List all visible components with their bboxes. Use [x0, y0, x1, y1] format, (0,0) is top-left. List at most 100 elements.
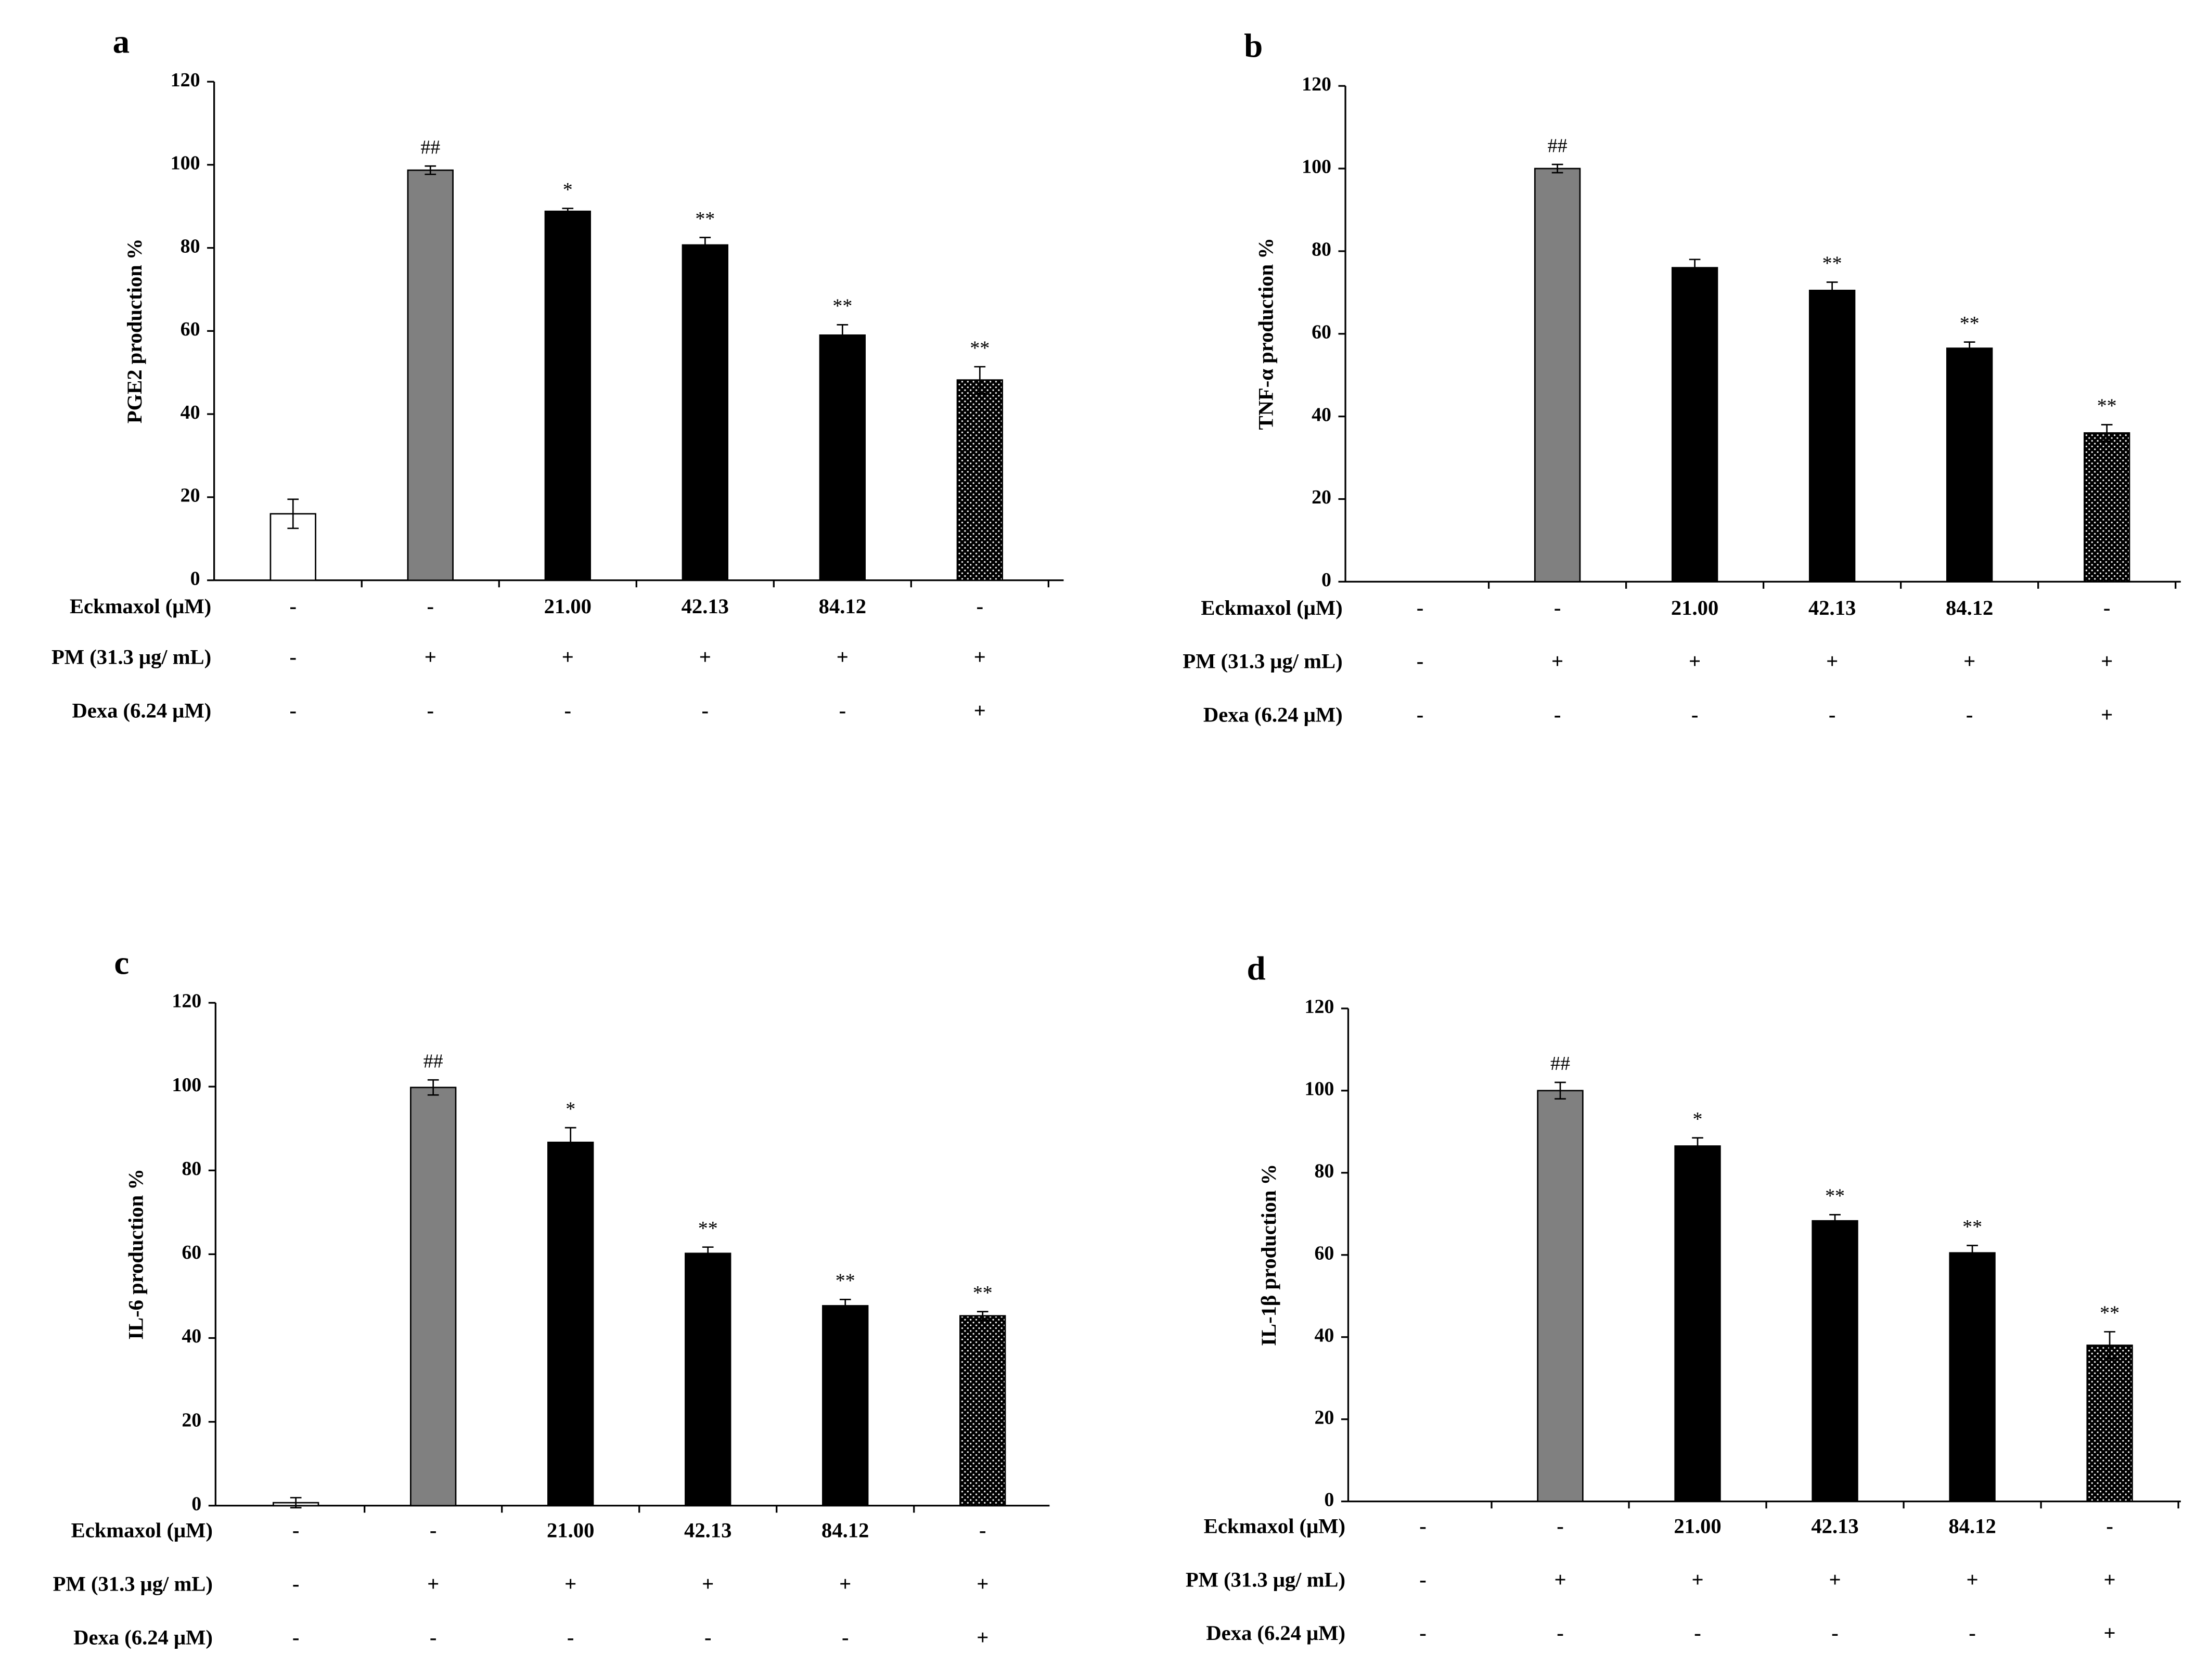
error-bar	[837, 324, 849, 346]
row-value: -	[430, 1625, 437, 1649]
row-value: -	[1966, 703, 1973, 727]
row-value: 42.13	[682, 595, 729, 618]
bar	[956, 379, 1004, 581]
significance-label: **	[1822, 253, 1842, 275]
row-value: -	[842, 1625, 849, 1649]
row-value: -	[1694, 1621, 1701, 1645]
significance-label: **	[695, 208, 715, 230]
significance-label: ##	[1548, 135, 1568, 157]
significance-label: ##	[1550, 1053, 1570, 1075]
y-tick-label: 120	[172, 990, 201, 1012]
y-tick-label: 20	[1314, 1406, 1334, 1428]
y-tick-label: 20	[1312, 486, 1331, 508]
error-bar	[1829, 1213, 1841, 1228]
error-bar	[1967, 1245, 1978, 1261]
row-value: -	[1969, 1621, 1976, 1645]
row-value: -	[1554, 703, 1561, 727]
panel-label: a	[113, 23, 130, 61]
row-value: -	[289, 699, 297, 722]
bar	[685, 1252, 731, 1507]
bar	[1808, 290, 1856, 583]
error-bar	[2104, 1331, 2115, 1360]
error-bar	[1826, 281, 1838, 300]
row-value: +	[564, 1572, 576, 1595]
bar	[682, 244, 728, 581]
row-value: 42.13	[1808, 596, 1856, 619]
row-value: +	[562, 645, 574, 669]
row-value: -	[292, 1519, 300, 1542]
y-tick-label: 80	[1314, 1160, 1334, 1182]
error-bar	[1555, 1081, 1566, 1100]
row-value: -	[292, 1572, 300, 1595]
row-value: -	[567, 1625, 574, 1649]
row-value: +	[1691, 1568, 1703, 1591]
y-tick-label: 120	[171, 69, 200, 91]
error-bar	[562, 208, 574, 215]
y-tick-label: 20	[182, 1409, 201, 1431]
row-value: -	[1554, 596, 1561, 619]
row-value: -	[292, 1625, 300, 1649]
row-label: Dexa (6.24 μM)	[1203, 703, 1343, 727]
bar	[2086, 1345, 2133, 1502]
row-label: PM (31.3 μg/ mL)	[52, 645, 211, 669]
row-value: 21.00	[1674, 1514, 1721, 1537]
y-tick-label: 60	[182, 1242, 201, 1263]
significance-label: ##	[423, 1050, 443, 1072]
significance-label: **	[832, 295, 852, 317]
row-value: +	[837, 645, 849, 669]
y-axis-label: PGE2 production %	[123, 238, 146, 423]
significance-label: ##	[420, 136, 440, 158]
error-bar	[1963, 341, 1975, 355]
y-tick-label: 0	[1321, 569, 1331, 591]
row-value: -	[977, 595, 984, 618]
y-axis-label: TNF-α production %	[1254, 238, 1277, 430]
bar	[544, 210, 591, 581]
bar	[1812, 1220, 1858, 1502]
row-value: +	[1826, 650, 1838, 673]
row-value: -	[289, 595, 297, 618]
row-value: -	[1419, 1514, 1427, 1537]
error-bar	[839, 1299, 851, 1313]
panel-label: d	[1247, 950, 1265, 987]
error-bar	[699, 237, 711, 253]
bar	[1674, 1145, 1721, 1502]
bar	[410, 1087, 457, 1507]
y-tick-label: 100	[1302, 156, 1331, 178]
y-tick-label: 20	[181, 485, 200, 507]
row-value: -	[1831, 1621, 1839, 1645]
y-tick-label: 40	[1314, 1324, 1334, 1346]
error-bar	[977, 1311, 988, 1321]
row-value: +	[702, 1572, 714, 1595]
row-value: -	[1829, 703, 1836, 727]
y-tick-label: 60	[1312, 321, 1331, 343]
row-value: +	[2104, 1621, 2116, 1645]
row-value: -	[289, 645, 297, 669]
row-value: 84.12	[821, 1519, 869, 1542]
bar	[2083, 432, 2130, 583]
row-value: -	[1419, 1621, 1427, 1645]
panel-label: c	[114, 945, 129, 982]
error-bar	[702, 1246, 714, 1261]
row-label: Eckmaxol (μM)	[70, 595, 211, 618]
row-value: -	[2103, 596, 2111, 619]
row-value: +	[699, 645, 711, 669]
row-label: Eckmaxol (μM)	[1204, 1514, 1345, 1537]
row-value: -	[1417, 703, 1424, 727]
y-tick-label: 120	[1302, 73, 1331, 95]
row-value: +	[977, 1625, 988, 1649]
y-tick-label: 100	[1305, 1078, 1334, 1100]
row-value: -	[1419, 1568, 1427, 1591]
bar	[1534, 167, 1581, 583]
error-bar	[974, 366, 986, 394]
row-value: +	[1963, 650, 1975, 673]
row-value: -	[2106, 1514, 2113, 1537]
y-tick-label: 80	[182, 1158, 201, 1180]
significance-label: **	[2100, 1302, 2120, 1324]
error-bar	[564, 1127, 576, 1158]
error-bar	[2101, 424, 2113, 442]
row-value: -	[839, 699, 846, 722]
row-label: PM (31.3 μg/ mL)	[1183, 650, 1342, 673]
row-label: Eckmaxol (μM)	[71, 1519, 213, 1542]
